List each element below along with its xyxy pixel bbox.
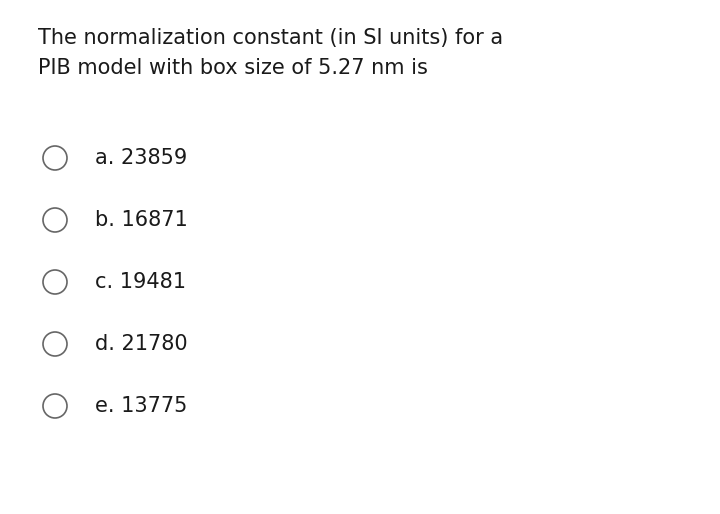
Text: d. 21780: d. 21780: [95, 334, 188, 354]
Text: The normalization constant (in SI units) for a: The normalization constant (in SI units)…: [38, 28, 503, 48]
Text: a. 23859: a. 23859: [95, 148, 187, 168]
Text: PIB model with box size of 5.27 nm is: PIB model with box size of 5.27 nm is: [38, 58, 428, 78]
Text: b. 16871: b. 16871: [95, 210, 188, 230]
Text: c. 19481: c. 19481: [95, 272, 186, 292]
Text: e. 13775: e. 13775: [95, 396, 187, 416]
